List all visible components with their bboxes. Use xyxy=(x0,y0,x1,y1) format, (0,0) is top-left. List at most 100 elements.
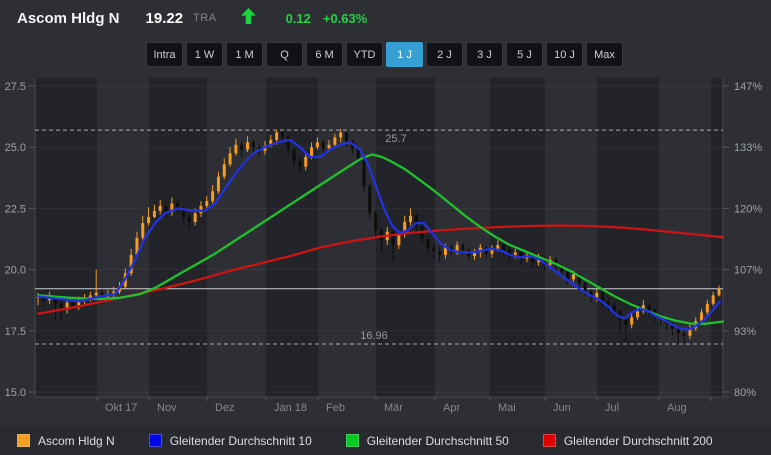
candle-down xyxy=(432,247,436,252)
month-band xyxy=(149,78,207,397)
range-tab-intra[interactable]: Intra xyxy=(146,42,183,67)
candle-down xyxy=(298,160,302,167)
month-band xyxy=(376,78,435,397)
range-tab-3j[interactable]: 3 J xyxy=(466,42,503,67)
legend-item[interactable]: Gleitender Durchschnitt 200 xyxy=(542,434,713,448)
month-label: Okt 17 xyxy=(105,402,137,414)
candle-up xyxy=(158,205,162,211)
candle-up xyxy=(216,176,220,192)
month-band xyxy=(35,78,97,397)
range-tab-max[interactable]: Max xyxy=(586,42,623,67)
candle-down xyxy=(100,292,104,297)
month-label: Mai xyxy=(498,402,516,414)
candle-up xyxy=(705,303,709,313)
candle-up xyxy=(88,295,92,298)
candle-down xyxy=(176,203,180,209)
candle-down xyxy=(59,303,63,309)
candle-up xyxy=(147,216,151,224)
candle-up xyxy=(595,292,599,298)
month-label: Mär xyxy=(384,402,403,414)
candle-down xyxy=(182,208,186,217)
range-tab-1w[interactable]: 1 W xyxy=(186,42,223,67)
candle-up xyxy=(327,144,331,149)
y-axis-label-right: 147% xyxy=(734,81,762,93)
y-axis-label-right: 80% xyxy=(734,387,756,399)
candle-up xyxy=(135,237,139,255)
candle-up xyxy=(403,221,407,235)
legend-item[interactable]: Ascom Hldg N xyxy=(17,434,115,448)
ma-line-10 xyxy=(36,138,722,331)
candle-down xyxy=(286,136,290,150)
candle-up xyxy=(269,139,273,146)
candle-down xyxy=(374,213,378,231)
low-line-label: 16.96 xyxy=(360,330,388,342)
month-label: Dez xyxy=(215,402,235,414)
candle-down xyxy=(676,328,680,334)
candle-up xyxy=(490,248,494,254)
price-change-percent: +0.63% xyxy=(322,10,368,26)
x-axis: Okt 17 Nov Dez Jan 18 Feb Mär Apr Mai Jun Jul Aug xyxy=(96,397,712,414)
month-label: Jan 18 xyxy=(274,402,307,414)
candle-up xyxy=(65,302,69,309)
candle-down xyxy=(280,132,284,137)
candle-up xyxy=(193,213,197,222)
range-tab-6m[interactable]: 6 M xyxy=(306,42,343,67)
candle-down xyxy=(414,215,418,227)
month-label: Nov xyxy=(157,402,177,414)
candle-down xyxy=(71,302,75,306)
candle-down xyxy=(502,245,506,251)
header: Ascom Hldg N 19.22 TRA 0.12 +0.63% xyxy=(0,0,771,36)
candle-up xyxy=(199,205,203,214)
candle-up xyxy=(129,254,133,274)
candle-down xyxy=(542,257,546,265)
range-tab-10j[interactable]: 10 J xyxy=(546,42,583,67)
candle-down xyxy=(583,283,587,292)
candle-up xyxy=(636,311,640,318)
candle-down xyxy=(164,205,168,213)
range-tab-2j[interactable]: 2 J xyxy=(426,42,463,67)
candle-up xyxy=(170,203,174,213)
candle-up xyxy=(275,132,279,140)
candle-up xyxy=(228,153,232,165)
high-line-label: 25.7 xyxy=(385,133,406,145)
legend-item[interactable]: Gleitender Durchschnitt 10 xyxy=(148,434,312,448)
candle-down xyxy=(344,132,348,142)
candle-up xyxy=(304,156,308,167)
candle-up xyxy=(205,201,209,206)
candle-up xyxy=(409,215,413,222)
exchange-code: TRA xyxy=(193,12,217,24)
candle-down xyxy=(368,186,372,214)
candle-up xyxy=(234,144,238,154)
range-tab-q[interactable]: Q xyxy=(266,42,303,67)
range-tab-ytd[interactable]: YTD xyxy=(346,42,383,67)
y-axis-label-left: 25.0 xyxy=(5,142,26,154)
candle-up xyxy=(688,328,692,336)
y-axis-label-right: 120% xyxy=(734,203,762,215)
ma-line-200 xyxy=(36,224,725,315)
range-tab-1j[interactable]: 1 J xyxy=(386,42,423,67)
legend-swatch-icon xyxy=(17,434,30,447)
range-tab-1m[interactable]: 1 M xyxy=(226,42,263,67)
y-axis-label-left: 17.5 xyxy=(5,326,26,338)
legend-swatch-icon xyxy=(542,434,556,447)
candle-down xyxy=(461,245,465,251)
candle-up xyxy=(711,295,715,304)
candle-down xyxy=(531,254,535,263)
candle-down xyxy=(618,311,622,320)
month-label: Feb xyxy=(326,402,345,414)
candle-up xyxy=(141,223,145,238)
candle-down xyxy=(682,333,686,336)
ma-line-50 xyxy=(36,153,725,326)
y-axis-label-left: 15.0 xyxy=(5,387,26,399)
legend-item[interactable]: Gleitender Durchschnitt 50 xyxy=(345,434,509,448)
candle-down xyxy=(187,216,191,222)
candle-down xyxy=(612,305,616,312)
y-axis-label-left: 22.5 xyxy=(5,203,26,215)
candle-up xyxy=(315,142,319,148)
range-tab-5j[interactable]: 5 J xyxy=(506,42,543,67)
candle-down xyxy=(601,292,605,302)
legend-label: Ascom Hldg N xyxy=(38,433,115,448)
candle-down xyxy=(321,142,325,149)
